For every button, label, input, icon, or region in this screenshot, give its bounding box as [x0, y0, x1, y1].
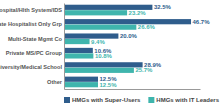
legend-swatch — [148, 97, 154, 103]
bar — [64, 68, 134, 73]
tick: Other — [47, 79, 64, 85]
tick: Hospital/Hlth System/IDS — [0, 7, 64, 13]
axis-line — [65, 89, 201, 90]
y-axis: Hospital/Hlth System/IDS Private Hospital… — [0, 4, 65, 90]
bar — [64, 62, 143, 67]
legend-item: HMGs with Super-Users — [64, 97, 141, 103]
category-label: Private Hospitalist Only Grp — [0, 21, 63, 27]
bar — [64, 25, 136, 30]
data-label: 10.8% — [95, 53, 113, 59]
bar — [64, 82, 98, 87]
category-label: Private MS/PC Group — [6, 50, 63, 56]
data-label: 9.4% — [91, 39, 105, 45]
data-label: 32.5% — [154, 4, 172, 10]
bar — [64, 10, 127, 15]
category-label: University/Medical School — [0, 64, 62, 70]
category-label: Hospital/Hlth System/IDS — [0, 7, 62, 13]
data-label: 12.5% — [100, 82, 118, 88]
tick: Private Hospitalist Only Grp — [0, 21, 64, 27]
axis-line — [64, 4, 65, 90]
legend-swatch — [64, 97, 70, 103]
data-label: 26.6% — [138, 24, 156, 30]
data-label: 20.0% — [120, 33, 138, 39]
legend-label: HMGs with Super-Users — [72, 97, 141, 103]
tick: University/Medical School — [0, 64, 64, 70]
bar — [64, 77, 98, 82]
legend-item: HMGs with IT Leaders — [148, 97, 219, 103]
bar — [64, 53, 93, 58]
x-axis — [65, 89, 201, 90]
category-label: Multi-State Mgmt Co — [8, 36, 63, 42]
tick: Private MS/PC Group — [6, 50, 64, 56]
data-label: 23.2% — [129, 10, 147, 16]
category-label: Other — [47, 79, 63, 85]
bar — [64, 48, 93, 53]
bar — [64, 19, 191, 24]
data-label: 25.7% — [135, 67, 153, 73]
bars — [64, 5, 191, 88]
tick: Multi-State Mgmt Co — [8, 36, 64, 42]
plot: 32.5%46.7%20.0%10.6%28.9%12.5%23.2%26.6%… — [0, 4, 210, 90]
legend-label: HMGs with IT Leaders — [156, 97, 219, 103]
data-label: 46.7% — [193, 19, 211, 25]
chart: 32.5%46.7%20.0%10.6%28.9%12.5%23.2%26.6%… — [0, 0, 220, 111]
legend: HMGs with Super-Users HMGs with IT Leader… — [64, 97, 220, 103]
bar — [64, 39, 90, 44]
